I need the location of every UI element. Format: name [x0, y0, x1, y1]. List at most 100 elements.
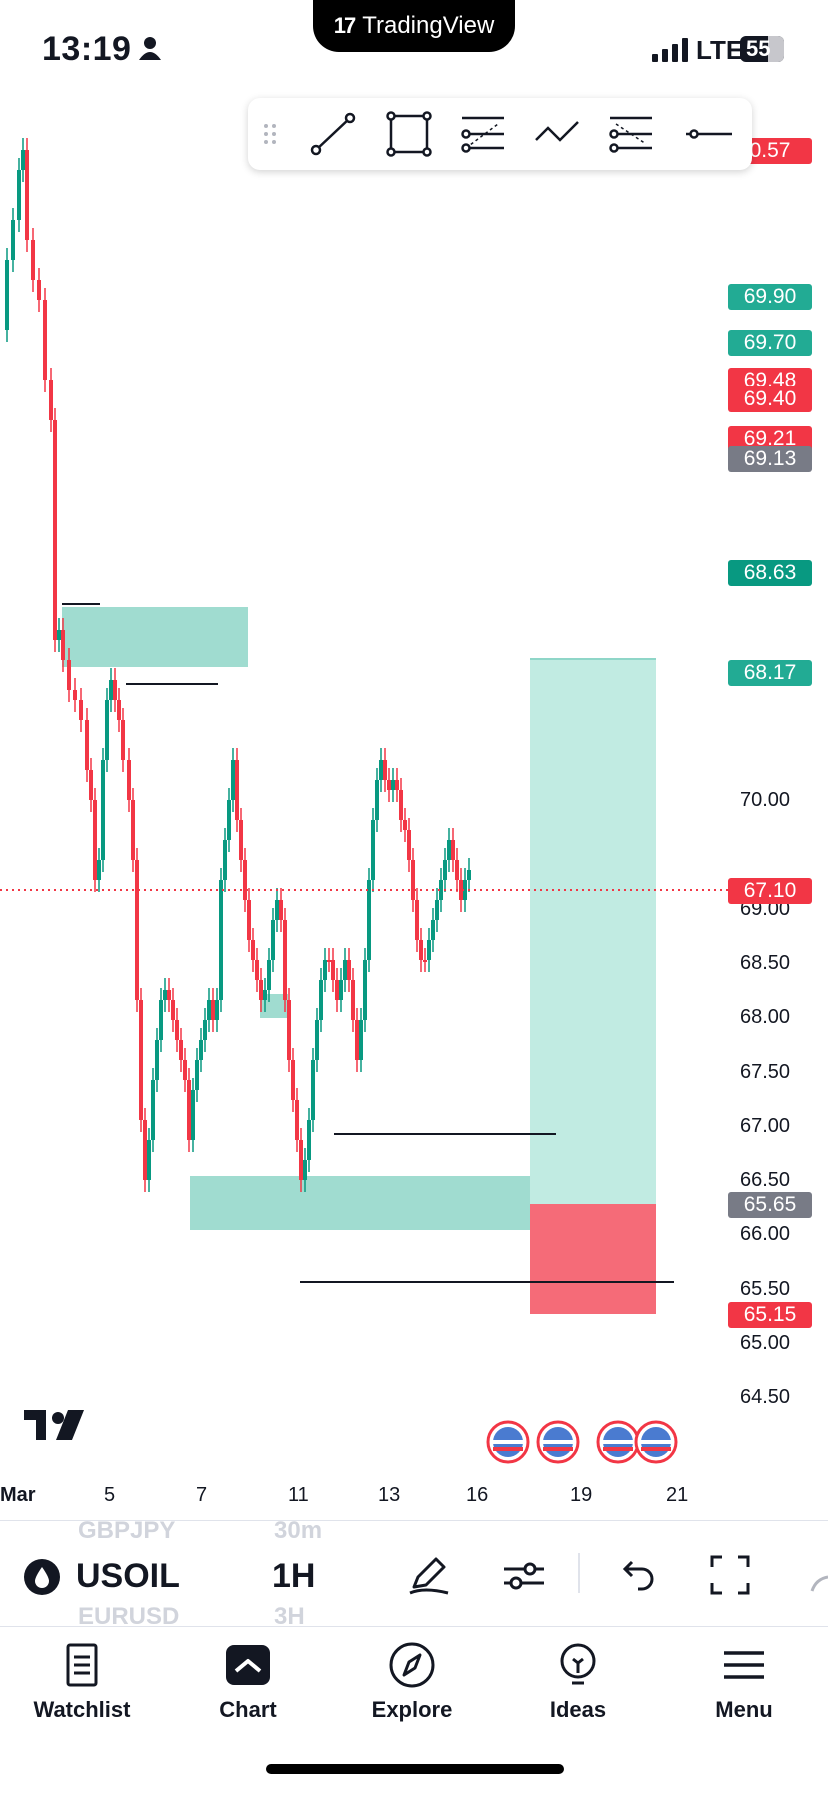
price-tag: 68.63	[728, 560, 812, 586]
candle-body	[191, 1090, 195, 1140]
candle-body	[139, 1000, 143, 1120]
candle-body	[339, 980, 343, 1000]
nav-watchlist[interactable]: Watchlist	[12, 1641, 152, 1723]
candle-body	[203, 1020, 207, 1040]
drawing-pen-icon[interactable]	[404, 1551, 452, 1599]
path-icon[interactable]	[532, 110, 582, 158]
price-tag: 68.17	[728, 660, 812, 686]
candle-body	[463, 880, 467, 900]
candle-body	[195, 1060, 199, 1090]
candle-body	[359, 1020, 363, 1060]
ghost-interval-below: 3H	[274, 1603, 305, 1630]
candle-body	[459, 880, 463, 900]
target-zone[interactable]	[530, 659, 656, 1204]
supply-zone[interactable]	[62, 607, 248, 667]
watchlist-icon	[66, 1643, 98, 1687]
candle-body	[163, 990, 167, 1000]
battery-level: 55	[746, 36, 771, 61]
candles	[5, 138, 471, 1192]
notch-label: TradingView	[362, 12, 495, 39]
candle-body	[363, 960, 367, 1020]
candle-body	[419, 940, 423, 960]
candle-body	[287, 1000, 291, 1060]
parallel-channel-icon[interactable]	[606, 110, 656, 158]
interval-selector[interactable]: 1H	[272, 1557, 316, 1595]
candle-body	[135, 860, 139, 1000]
candle-body	[131, 800, 135, 860]
candle-body	[219, 880, 223, 1000]
candle-body	[407, 830, 411, 860]
home-indicator	[266, 1764, 564, 1774]
candle-body	[85, 720, 89, 770]
candle-body	[279, 900, 283, 920]
candle-body	[31, 240, 35, 280]
candle-body	[259, 980, 263, 1000]
candle-body	[335, 980, 339, 1000]
nav-label: Chart	[219, 1697, 277, 1722]
cellular-signal-icon	[652, 38, 688, 62]
candle-body	[271, 920, 275, 960]
price-tag: 69.13	[728, 446, 812, 472]
nav-chart[interactable]: Chart	[178, 1641, 318, 1723]
date-axis-label: 11	[288, 1484, 309, 1506]
trend-line-icon[interactable]	[308, 110, 358, 158]
tradingview-logo-icon: 17	[333, 13, 357, 38]
candle-body	[439, 880, 443, 900]
candle-body	[423, 960, 427, 962]
chart-canvas[interactable]	[0, 100, 828, 1480]
candle-body	[283, 920, 287, 1000]
candle-body	[21, 150, 25, 170]
price-axis-label: 65.00	[740, 1332, 791, 1354]
date-axis-label: 19	[570, 1484, 593, 1506]
candle-body	[351, 980, 355, 1020]
fullscreen-icon[interactable]	[706, 1551, 754, 1599]
indicators-settings-icon[interactable]	[500, 1551, 548, 1599]
drag-handle-icon[interactable]	[262, 110, 280, 158]
demand-zone[interactable]	[190, 1176, 550, 1230]
candle-body	[455, 860, 459, 880]
rectangle-icon[interactable]	[384, 110, 434, 158]
oil-drop-icon	[24, 1559, 60, 1595]
candle-body	[343, 960, 347, 980]
nav-menu[interactable]: Menu	[674, 1641, 814, 1723]
nav-ideas[interactable]: Ideas	[508, 1641, 648, 1723]
candle-body	[113, 680, 117, 700]
candle-body	[331, 960, 335, 980]
candle-body	[327, 960, 331, 962]
candle-body	[127, 760, 131, 800]
candle-body	[371, 820, 375, 880]
symbol-selector[interactable]: USOIL	[76, 1557, 180, 1595]
candle-body	[17, 170, 21, 220]
candle-body	[211, 1000, 215, 1020]
more-tools-icon[interactable]	[808, 1551, 828, 1599]
price-tag: 65.65	[728, 1192, 812, 1218]
nav-explore[interactable]: Explore	[342, 1641, 482, 1723]
candle-body	[255, 960, 259, 980]
candle-body	[121, 720, 125, 760]
drawing-toolbar[interactable]	[248, 98, 752, 170]
horizontal-line-icon[interactable]	[684, 110, 734, 158]
toolbar-divider	[578, 1553, 580, 1593]
candle-body	[235, 760, 239, 820]
candle-body	[159, 1000, 163, 1040]
price-axis-label: 66.00	[740, 1223, 791, 1246]
nav-label: Watchlist	[33, 1697, 131, 1722]
candle-body	[251, 940, 255, 960]
candle-body	[415, 900, 419, 940]
price-tag: 69.90	[728, 284, 812, 310]
economic-events[interactable]	[486, 1420, 678, 1464]
stop-zone[interactable]	[530, 1204, 656, 1314]
price-chart[interactable]: 70.00 69.00 68.50 68.00 67.50 67.00 66.50 66.00…	[0, 100, 828, 1480]
status-bar: 13:19 17 TradingView LTE 55	[0, 0, 828, 100]
candle-body	[307, 1120, 311, 1160]
candle-body	[43, 300, 47, 380]
undo-icon[interactable]	[612, 1551, 660, 1599]
candle-body	[171, 1000, 175, 1020]
date-axis-label: 13	[378, 1484, 401, 1506]
candle-body	[395, 780, 399, 790]
tradingview-watermark-icon	[24, 1410, 84, 1440]
candle-body	[387, 780, 391, 790]
fib-retracement-icon[interactable]	[458, 110, 508, 158]
candle-body	[215, 1000, 219, 1020]
price-axis-label: 70.00	[740, 789, 791, 811]
